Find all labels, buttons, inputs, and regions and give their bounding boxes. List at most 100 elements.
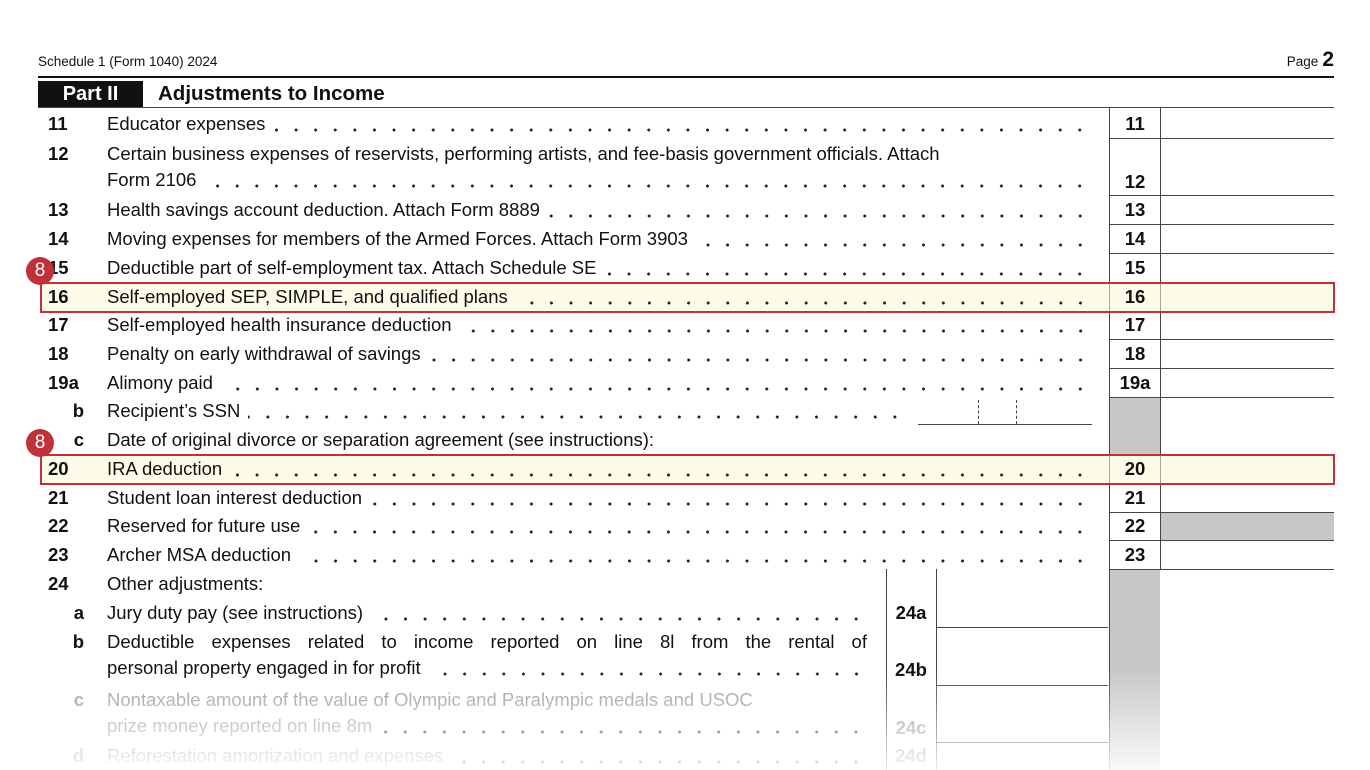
line-label: Moving expenses for members of the Armed… — [107, 228, 688, 249]
dot-leader — [220, 371, 1090, 395]
line-label: Reserved for future use — [107, 515, 301, 536]
row-rule — [1110, 339, 1334, 340]
line-number: c — [73, 429, 84, 450]
line-text: Health savings account deduction. Attach… — [107, 198, 1090, 222]
row-rule — [1110, 368, 1334, 369]
box-label: 19a — [1119, 372, 1151, 393]
box-label: 16 — [1124, 286, 1146, 307]
dot-leader — [515, 285, 1090, 309]
line-number: 24 — [48, 573, 69, 594]
line-text: Recipient’s SSN — [107, 399, 905, 423]
line-text: Certain business expenses of reservists,… — [107, 142, 940, 166]
box-label: 15 — [1124, 257, 1146, 278]
box-label: 21 — [1124, 487, 1146, 508]
line-label: IRA deduction — [107, 458, 223, 479]
line-label: Penalty on early withdrawal of savings — [107, 343, 421, 364]
row-rule — [1110, 512, 1334, 513]
ssn-divider — [978, 400, 979, 424]
part-title: Adjustments to Income — [158, 82, 385, 105]
line-label: Recipient’s SSN — [107, 400, 241, 421]
dot-leader — [547, 198, 1090, 222]
dot-leader — [695, 227, 1090, 251]
line-text: Reserved for future use — [107, 514, 1090, 538]
line-label: Self-employed health insurance deduction — [107, 314, 452, 335]
box-label: 12 — [1124, 171, 1146, 192]
fade — [0, 670, 1370, 770]
page-label: Page — [1286, 54, 1319, 69]
callout-badge: 8 — [26, 257, 54, 285]
ssn-divider — [1016, 400, 1017, 424]
callout-badge: 8 — [26, 429, 54, 457]
column-rule — [1160, 108, 1161, 569]
row-rule — [1110, 397, 1334, 398]
line-label: Self-employed SEP, SIMPLE, and qualified… — [107, 286, 508, 307]
row-rule — [1110, 195, 1334, 196]
line-text: Date of original divorce or separation a… — [107, 428, 654, 452]
shaded-box — [1110, 397, 1160, 455]
line-number: 14 — [48, 228, 69, 249]
line-number: 11 — [48, 113, 68, 134]
column-rule — [886, 569, 887, 770]
line-label: Deductible expenses related to income re… — [107, 631, 867, 652]
line-text: Deductible expenses related to income re… — [107, 630, 867, 654]
line-number: 21 — [48, 487, 69, 508]
part-label: Part II — [38, 81, 143, 107]
dot-leader — [230, 457, 1090, 481]
line-number: b — [72, 400, 84, 421]
line-number: 13 — [48, 199, 69, 220]
dot-leader — [371, 601, 866, 625]
header-rule — [38, 76, 1334, 78]
line-text: Penalty on early withdrawal of savings — [107, 342, 1090, 366]
dot-leader — [428, 342, 1090, 366]
dot-leader — [604, 256, 1090, 280]
line-number: 22 — [48, 515, 69, 536]
dot-leader — [273, 112, 1090, 136]
dot-leader — [299, 543, 1090, 567]
line-text: Moving expenses for members of the Armed… — [107, 227, 1090, 251]
line-text: Self-employed health insurance deduction — [107, 313, 1090, 337]
line-number: 23 — [48, 544, 69, 565]
box-label: 20 — [1124, 458, 1146, 479]
column-rule — [936, 569, 937, 770]
line-number: 19a — [48, 372, 79, 393]
line-label: Student loan interest deduction — [107, 487, 363, 508]
line-label: Health savings account deduction. Attach… — [107, 199, 540, 220]
box-label: 18 — [1124, 343, 1146, 364]
box-label: 23 — [1124, 544, 1146, 565]
line-number: a — [73, 602, 84, 623]
box-label: 14 — [1124, 228, 1146, 249]
form-name: Schedule 1 (Form 1040) 2024 — [38, 54, 218, 69]
line-text: Jury duty pay (see instructions) — [107, 601, 866, 625]
column-rule — [1109, 108, 1110, 770]
line-label: Other adjustments: — [107, 573, 264, 594]
line-text: Educator expenses — [107, 112, 1090, 136]
line-text: Student loan interest deduction — [107, 486, 1090, 510]
line-text: Deductible part of self-employment tax. … — [107, 256, 1090, 280]
row-rule — [1110, 138, 1334, 139]
line-label: Form 2106 — [107, 169, 197, 190]
row-rule — [1110, 540, 1334, 541]
row-rule — [936, 627, 1108, 628]
box-label: 13 — [1124, 199, 1146, 220]
line-text: Form 2106 — [107, 168, 1090, 192]
page-number: 2 — [1322, 48, 1334, 71]
part-rule — [38, 107, 1334, 108]
line-label: Jury duty pay (see instructions) — [107, 602, 364, 623]
line-number: 16 — [48, 286, 69, 307]
line-text: Archer MSA deduction — [107, 543, 1090, 567]
row-rule — [1110, 224, 1334, 225]
shaded-box — [1160, 512, 1334, 540]
line-label: Educator expenses — [107, 113, 266, 134]
page-number-block: Page 2 — [1287, 48, 1334, 72]
ssn-field — [918, 424, 1092, 425]
dot-leader — [204, 168, 1090, 192]
dot-leader — [459, 313, 1090, 337]
box-label: 17 — [1124, 314, 1146, 335]
line-text: Other adjustments: — [107, 572, 263, 596]
line-number: 12 — [48, 143, 69, 164]
line-number: 17 — [48, 314, 69, 335]
line-label: Alimony paid — [107, 372, 213, 393]
dot-leader — [248, 399, 905, 423]
line-label: Archer MSA deduction — [107, 544, 292, 565]
